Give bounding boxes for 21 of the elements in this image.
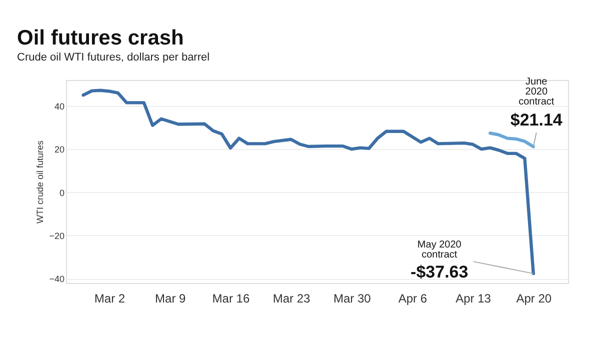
- x-tick-label: Mar 23: [272, 292, 311, 306]
- annotation: June 2020 contract: [518, 76, 554, 108]
- y-tick-label: −20: [49, 230, 64, 241]
- y-axis-title: WTI crude oil futures: [35, 140, 46, 224]
- y-tick-label: −40: [49, 274, 64, 284]
- x-tick-label: Mar 9: [155, 292, 186, 306]
- y-tick-label: 0: [59, 188, 64, 198]
- line-series: [488, 132, 535, 148]
- x-tick-label: Apr 6: [398, 292, 428, 306]
- annotation: -$37.63: [410, 262, 468, 282]
- chart-title: Oil futures crash: [17, 26, 184, 50]
- x-tick-label: Mar 2: [94, 292, 126, 306]
- x-tick-label: Apr 20: [516, 292, 552, 306]
- x-tick-label: Mar 16: [212, 292, 250, 306]
- chart-subtitle: Crude oil WTI futures, dollars per barrel: [17, 52, 210, 64]
- annotation: May 2020 contract: [417, 240, 462, 261]
- annotation: $21.14: [510, 110, 563, 130]
- y-tick-label: 40: [54, 101, 64, 112]
- x-tick-label: Mar 30: [333, 292, 372, 306]
- x-tick-label: Apr 13: [456, 292, 492, 306]
- y-tick-label: 20: [54, 144, 64, 155]
